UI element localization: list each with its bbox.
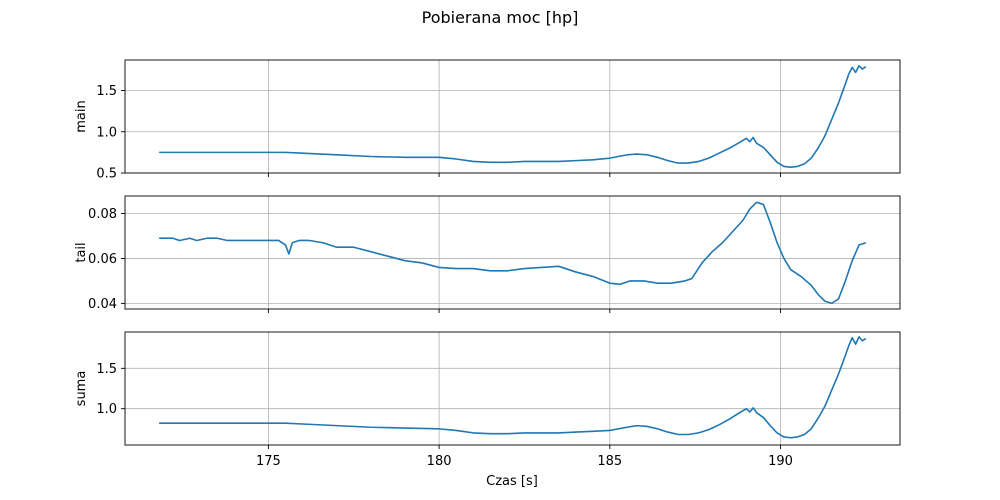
x-tick-label: 190 [768,454,793,469]
y-axis-label-main: main [74,100,89,132]
series-line-suma [159,336,867,439]
x-axis-label: Czas [s] [486,474,538,489]
y-tick-label: 0.06 [88,252,117,267]
series-line-tail [159,201,867,305]
axes-frame [124,195,901,310]
y-tick-label: 1.5 [96,362,117,377]
x-tick-label: 180 [427,454,452,469]
x-tick-label: 175 [256,454,281,469]
figure-title: Pobierana moc [hp] [422,8,579,27]
y-axis-label-tail: tail [74,242,89,262]
y-axis-label-suma: suma [74,371,89,407]
x-tick-label: 185 [597,454,622,469]
axes-frame [124,59,901,174]
subplot-suma: 1.0 1.5 175 180 185 190 suma [74,331,901,469]
y-tick-label: 0.04 [88,297,117,312]
y-tick-label: 0.5 [96,167,117,182]
series-line-main [159,64,867,169]
subplot-main: 0.5 1.0 1.5 main [74,59,901,182]
y-tick-label: 1.0 [96,125,117,140]
y-tick-label: 1.5 [96,84,117,99]
subplots: 0.5 1.0 1.5 main 0.04 0.06 0.08 tail 1.0 1.5 175 18… [74,59,901,469]
axes-frame [124,331,901,446]
y-tick-label: 1.0 [96,402,117,417]
y-tick-label: 0.08 [88,207,117,222]
subplot-tail: 0.04 0.06 0.08 tail [74,195,901,313]
